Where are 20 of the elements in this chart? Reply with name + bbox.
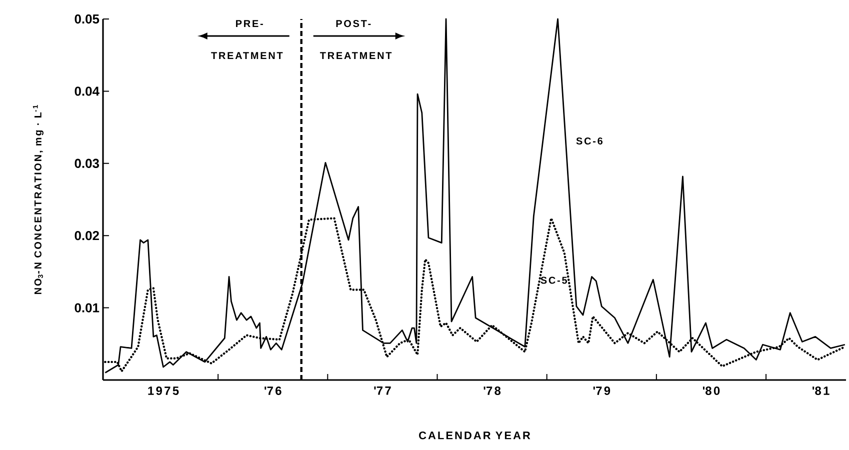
x-tick-label: '79 — [593, 386, 610, 395]
series-label: SC-6 — [576, 137, 603, 145]
x-tick-label: 1975 — [148, 386, 179, 395]
annotation: PRE- — [236, 20, 263, 27]
y-tick-label: 0.04 — [74, 86, 100, 96]
y-tick-label: 0.02 — [74, 231, 99, 240]
x-tick-label: '81 — [812, 386, 830, 395]
y-tick-label: 0.03 — [74, 158, 100, 168]
y-tick-label: 0.01 — [74, 303, 100, 312]
x-tick-label: '80 — [702, 386, 720, 395]
y-tick-label: 0.05 — [74, 14, 100, 24]
x-tick-label: '78 — [484, 386, 501, 395]
annotation: TREATMENT — [320, 52, 392, 59]
x-tick-label: '76 — [264, 386, 282, 395]
x-axis-title: CALENDAR YEAR — [419, 432, 530, 440]
annotation: POST- — [336, 20, 371, 28]
annotation: TREATMENT — [211, 52, 283, 59]
series-label: SC-5 — [540, 276, 568, 284]
x-tick-label: '77 — [374, 386, 391, 395]
y-axis-title: NO$_{3}$-N CONCENTRATION, mg · L$^{-1}$ — [32, 105, 44, 294]
